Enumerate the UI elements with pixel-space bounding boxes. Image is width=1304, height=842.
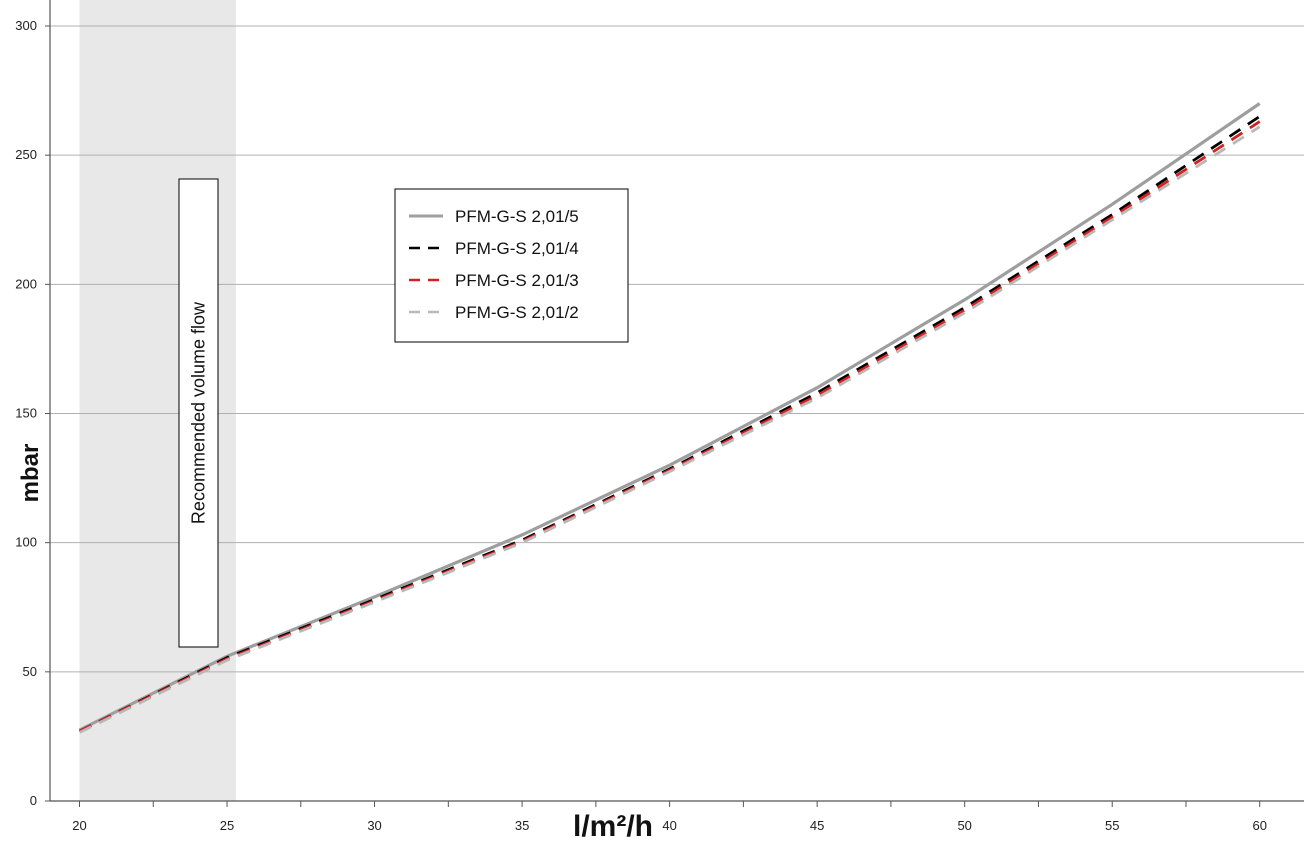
y-tick-label-2: 100 — [15, 535, 37, 550]
legend-label-3: PFM-G-S 2,01/3 — [455, 271, 579, 290]
x-tick-label-7: 55 — [1105, 818, 1119, 833]
legend-label-1: PFM-G-S 2,01/5 — [455, 207, 579, 226]
series-lines — [78, 102, 1261, 734]
recommended-band-label-box — [178, 178, 219, 648]
recommended-band-label: Recommended volume flow — [189, 301, 209, 524]
x-tick-label-8: 60 — [1253, 818, 1267, 833]
legend-label-2: PFM-G-S 2,01/4 — [455, 239, 579, 258]
legend: PFM-G-S 2,01/5 PFM-G-S 2,01/4 PFM-G-S 2,01… — [394, 188, 629, 343]
x-tick-label-2: 30 — [367, 818, 381, 833]
x-axis-title: l/m²/h — [573, 810, 653, 842]
y-tick-label-6: 300 — [15, 18, 37, 33]
x-tick-label-0: 20 — [72, 818, 86, 833]
x-tick-label-6: 50 — [957, 818, 971, 833]
x-tick-label-3: 35 — [515, 818, 529, 833]
x-tick-label-5: 45 — [810, 818, 824, 833]
axes: 0 50 100 150 200 250 300 20 25 30 35 40 45 50 55 60 — [15, 0, 1304, 833]
y-tick-label-4: 200 — [15, 276, 37, 291]
series-line-4 — [78, 125, 1261, 734]
x-tick-label-4: 40 — [662, 818, 676, 833]
series-line-1 — [78, 102, 1261, 732]
y-tick-label-0: 0 — [30, 793, 37, 808]
legend-label-4: PFM-G-S 2,01/2 — [455, 303, 579, 322]
y-tick-label-1: 50 — [23, 664, 37, 679]
y-tick-label-5: 250 — [15, 147, 37, 162]
x-tick-label-1: 25 — [220, 818, 234, 833]
y-tick-label-3: 150 — [15, 406, 37, 421]
band-label-layer: Recommended volume flow — [178, 178, 219, 648]
gridlines — [50, 25, 1304, 673]
y-axis-title: mbar — [17, 444, 44, 503]
